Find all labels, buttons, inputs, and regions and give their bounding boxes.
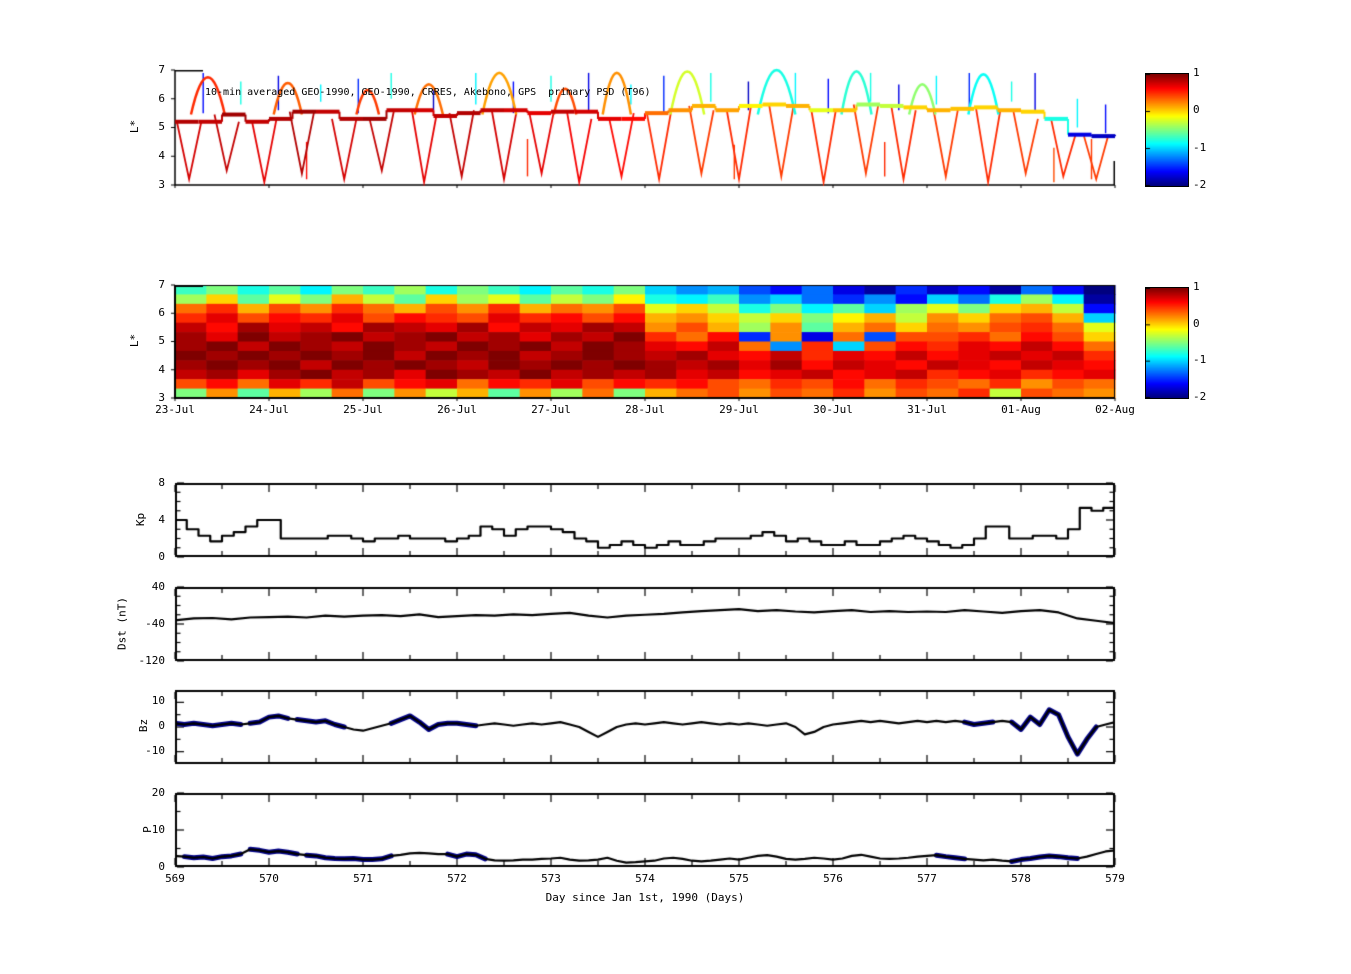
cbar2-tick-0: 0 <box>1193 317 1200 330</box>
xtick-573: 573 <box>541 872 561 885</box>
xtick-571: 571 <box>353 872 373 885</box>
cbar2-tick-1: 1 <box>1193 280 1200 293</box>
xtick-569: 569 <box>165 872 185 885</box>
heatmap-xtick-01aug: 01-Aug <box>1001 403 1041 416</box>
panel2-ylabel: L* <box>128 333 142 348</box>
dst-canvas <box>167 579 1123 669</box>
panel1-ytick-6: 6 <box>158 92 165 105</box>
p-ytick-20: 20 <box>151 786 165 799</box>
cbar1-tick-m2: -2 <box>1193 178 1207 191</box>
bz-ytick-m10: -10 <box>145 744 165 757</box>
panel2-ytick-6: 6 <box>158 306 165 319</box>
dst-ytick-40: 40 <box>151 580 165 593</box>
psd-heatmap-colorbar <box>1145 287 1189 399</box>
heatmap-xtick-26jul: 26-Jul <box>437 403 477 416</box>
dst-ytick-m120: -120 <box>138 654 166 667</box>
panel1-ytick-4: 4 <box>158 149 165 162</box>
dst-ylabel: Dst (nT) <box>115 597 129 650</box>
panel2-ytick-4: 4 <box>158 363 165 376</box>
cbar2-tick-m2: -2 <box>1193 390 1207 403</box>
x-axis-label: Day since Jan 1st, 1990 (Days) <box>545 891 745 904</box>
cbar1-tick-m1: -1 <box>1193 141 1207 154</box>
cbar1-tick-1: 1 <box>1193 66 1200 79</box>
bz-ylabel: Bz <box>137 718 151 733</box>
psd-heatmap-canvas <box>167 277 1123 406</box>
panel1-ytick-3: 3 <box>158 178 165 191</box>
kp-ylabel: Kp <box>134 512 148 527</box>
panel2-ytick-5: 5 <box>158 334 165 347</box>
kp-ytick-8: 8 <box>158 476 165 489</box>
panel1-ytick-7: 7 <box>158 63 165 76</box>
heatmap-xtick-30jul: 30-Jul <box>813 403 853 416</box>
p-canvas <box>167 785 1123 875</box>
panel2-ytick-7: 7 <box>158 278 165 291</box>
panel1-ylabel: L* <box>128 119 142 134</box>
panel1-ytick-5: 5 <box>158 120 165 133</box>
kp-ytick-4: 4 <box>158 513 165 526</box>
heatmap-xtick-23jul: 23-Jul <box>155 403 195 416</box>
p-ytick-10: 10 <box>151 823 165 836</box>
p-ylabel: P <box>140 826 154 833</box>
bz-ytick-10: 10 <box>151 694 165 707</box>
panel1-title: 10-min averaged GEO-1990, GEO-1990, CRRE… <box>205 87 651 98</box>
xtick-578: 578 <box>1011 872 1031 885</box>
heatmap-xtick-25jul: 25-Jul <box>343 403 383 416</box>
heatmap-xtick-27jul: 27-Jul <box>531 403 571 416</box>
xtick-574: 574 <box>635 872 655 885</box>
panel2-ytick-3: 3 <box>158 391 165 404</box>
xtick-570: 570 <box>259 872 279 885</box>
cbar1-tick-0: 0 <box>1193 103 1200 116</box>
xtick-576: 576 <box>823 872 843 885</box>
heatmap-xtick-29jul: 29-Jul <box>719 403 759 416</box>
psd-scatter-canvas <box>167 62 1123 193</box>
kp-canvas <box>167 475 1123 565</box>
heatmap-xtick-24jul: 24-Jul <box>249 403 289 416</box>
kp-ytick-0: 0 <box>158 550 165 563</box>
p-ytick-0: 0 <box>158 860 165 873</box>
xtick-572: 572 <box>447 872 467 885</box>
xtick-575: 575 <box>729 872 749 885</box>
xtick-579: 579 <box>1105 872 1125 885</box>
xtick-577: 577 <box>917 872 937 885</box>
bz-ytick-0: 0 <box>158 719 165 732</box>
heatmap-xtick-02aug: 02-Aug <box>1095 403 1135 416</box>
dst-ytick-m40: -40 <box>145 617 165 630</box>
cbar2-tick-m1: -1 <box>1193 353 1207 366</box>
heatmap-xtick-28jul: 28-Jul <box>625 403 665 416</box>
bz-canvas <box>167 682 1123 772</box>
psd-scatter-colorbar <box>1145 73 1189 187</box>
heatmap-xtick-31jul: 31-Jul <box>907 403 947 416</box>
